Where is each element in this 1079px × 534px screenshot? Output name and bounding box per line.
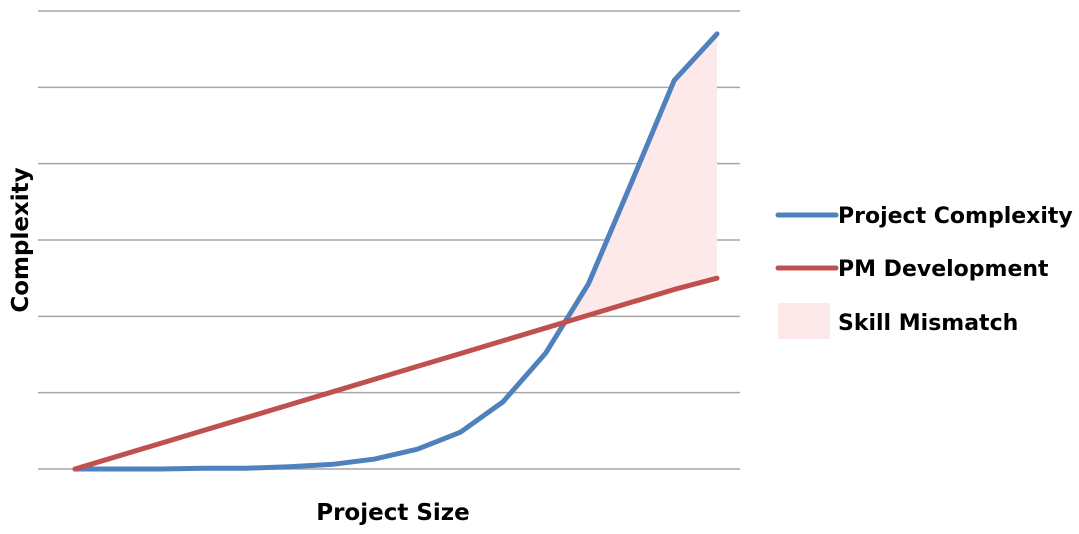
series-line-pm-development [72, 275, 720, 472]
series-lines-layer [72, 31, 720, 472]
legend-label-pm-development: PM Development [838, 257, 1049, 282]
skill-mismatch-area [564, 33, 717, 323]
series-line-project-complexity [72, 31, 720, 472]
x-axis-title: Project Size [316, 500, 470, 526]
y-axis-title: Complexity [8, 167, 34, 312]
gridlines [38, 10, 740, 470]
legend: Project Complexity PM Development Skill … [775, 204, 1073, 339]
legend-swatch-skill-mismatch [778, 303, 830, 339]
skill-mismatch-area-layer [564, 33, 717, 323]
legend-label-project-complexity: Project Complexity [838, 204, 1073, 229]
legend-label-skill-mismatch: Skill Mismatch [838, 311, 1018, 336]
